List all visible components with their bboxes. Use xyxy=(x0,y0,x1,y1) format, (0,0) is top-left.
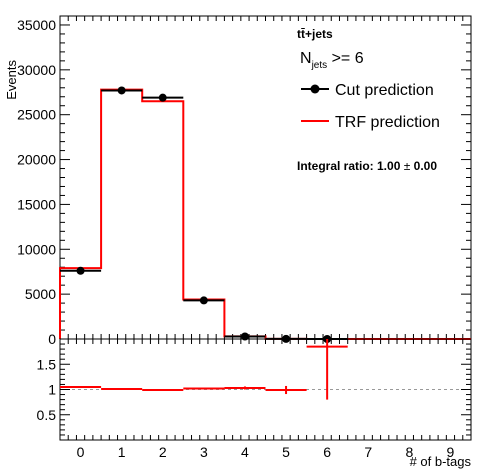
legend-cut: Cut prediction xyxy=(301,82,434,99)
main-y-tick-label: 15000 xyxy=(17,196,56,212)
legend-trf-label: TRF prediction xyxy=(335,114,440,131)
x-tick-label: 7 xyxy=(364,444,372,460)
main-y-tick-label: 5000 xyxy=(25,286,56,302)
ratio-points xyxy=(60,339,348,400)
cut-point xyxy=(199,296,208,305)
main-y-tick-label: 0 xyxy=(48,331,56,347)
cut-point xyxy=(240,332,249,341)
x-tick-label: 9 xyxy=(447,444,455,460)
ratio-y-tick-label: 0.5 xyxy=(37,407,57,423)
legend-cut-marker xyxy=(310,84,320,94)
ratio-y-tick-label: 1.5 xyxy=(37,356,57,372)
cut-point xyxy=(158,93,167,102)
main-y-tick-label: 10000 xyxy=(17,241,56,257)
integral-ratio-err: 0.00 xyxy=(414,159,438,173)
ratio-y-tick-label: 1 xyxy=(48,382,56,398)
integral-ratio-pm: ± xyxy=(404,159,411,173)
njets-cut: >= 6 xyxy=(327,50,364,67)
njets-sub: jets xyxy=(311,60,328,71)
cut-point xyxy=(117,86,126,95)
x-axis-title: # of b-tags xyxy=(410,454,472,469)
x-tick-label: 3 xyxy=(200,444,208,460)
ratio-y-ticks: 0.5 1 1.5 xyxy=(37,343,471,436)
x-tick-label: 2 xyxy=(159,444,167,460)
x-tick-label: 8 xyxy=(405,444,413,460)
x-tick-label: 6 xyxy=(323,444,331,460)
x-tick-label: 5 xyxy=(282,444,290,460)
integral-ratio: Integral ratio: 1.00 ± 0.00 xyxy=(297,159,437,173)
main-y-ticks: 0 5000 10000 15000 20000 25000 30000 35000 xyxy=(17,15,471,347)
njets-main: N xyxy=(300,50,312,67)
main-y-tick-label: 25000 xyxy=(17,107,56,123)
legend-cut-label: Cut prediction xyxy=(335,82,434,99)
x-tick-label: 1 xyxy=(118,444,126,460)
x-tick-label: 4 xyxy=(241,444,249,460)
legend-trf: TRF prediction xyxy=(301,114,440,131)
x-tick-label: 0 xyxy=(77,444,85,460)
njets-label: Njets >= 6 xyxy=(300,50,364,71)
process-label: tt̄+jets xyxy=(297,27,333,41)
y-axis-title: Events xyxy=(4,60,19,100)
main-y-tick-label: 20000 xyxy=(17,152,56,168)
cut-point xyxy=(76,266,85,275)
ratio-x-ticks: 0 1 2 3 4 5 6 7 8 9 xyxy=(59,339,472,460)
main-y-tick-label: 30000 xyxy=(17,62,56,78)
integral-ratio-label: Integral ratio: 1.00 xyxy=(297,159,401,173)
main-y-tick-label: 35000 xyxy=(17,17,56,33)
